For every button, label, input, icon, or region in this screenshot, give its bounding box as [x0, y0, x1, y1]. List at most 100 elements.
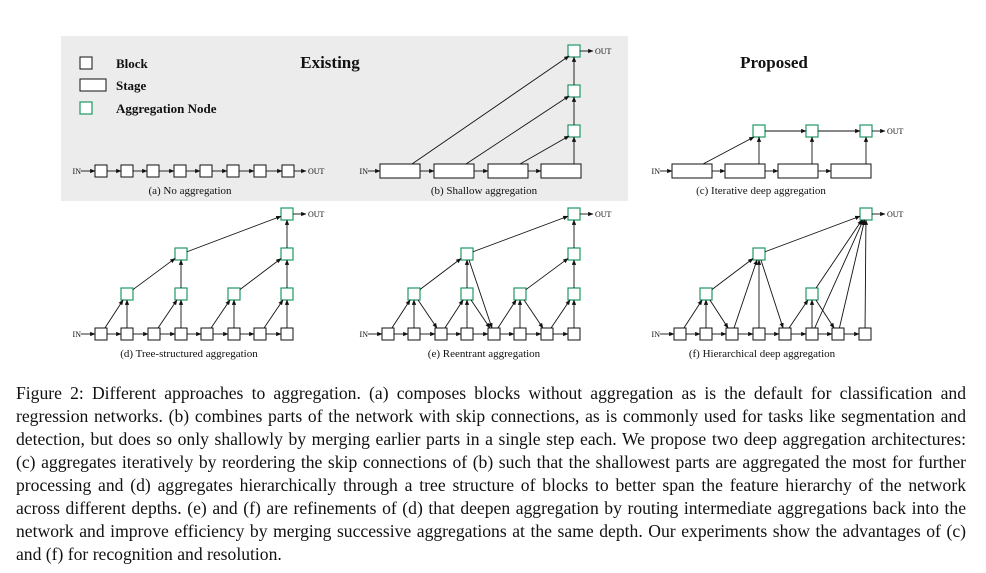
panel-a-block: [226, 164, 240, 178]
legend-block-swatch: [79, 56, 93, 70]
connection-arrow: [497, 299, 517, 329]
panel-f-aggregation-node: [752, 247, 766, 261]
panel-f-aggregation-node: [805, 287, 819, 301]
panel-e-aggregation-node: [513, 287, 527, 301]
connection-arrow: [472, 215, 569, 253]
panel-e-block: [540, 327, 554, 341]
panel-d-block: [200, 327, 214, 341]
output-label: OUT: [887, 127, 904, 136]
panel-a-block: [173, 164, 187, 178]
panel-d-aggregation-node: [280, 207, 294, 221]
panel-d-caption: (d) Tree-structured aggregation: [120, 348, 258, 360]
panel-a-block: [120, 164, 134, 178]
panel-f-block: [725, 327, 739, 341]
connection-arrow: [468, 259, 493, 329]
connection-arrow: [815, 219, 863, 289]
panel-c-aggregation-node: [752, 124, 766, 138]
panel-e-block: [407, 327, 421, 341]
connection-arrow: [702, 136, 755, 165]
panel-e-block: [460, 327, 474, 341]
panel-d-block: [174, 327, 188, 341]
connection-arrow: [709, 299, 729, 329]
connection-arrow: [391, 299, 411, 329]
legend-stage-label: Stage: [116, 78, 147, 93]
panel-d-aggregation-node: [174, 247, 188, 261]
connection-arrow: [417, 299, 438, 329]
panel-e-aggregation-node: [407, 287, 421, 301]
connection-arrow: [764, 215, 861, 253]
connection-arrow: [157, 299, 178, 329]
panel-e-block: [513, 327, 527, 341]
panel-a-block: [94, 164, 108, 178]
connection-arrow: [210, 299, 231, 329]
panel-b-aggregation-node: [567, 44, 581, 58]
legend-stage-swatch: [79, 78, 107, 92]
input-label: IN: [652, 167, 661, 176]
connection-arrow: [186, 215, 282, 253]
connection-arrow: [711, 258, 754, 290]
connection-arrow: [523, 299, 544, 329]
connection-arrow: [838, 219, 866, 329]
panel-a-caption: (a) No aggregation: [148, 185, 232, 197]
panel-b-stage: [540, 163, 582, 179]
connection-arrow: [132, 258, 176, 290]
panel-c-aggregation-node: [859, 124, 873, 138]
output-label: OUT: [595, 210, 612, 219]
panel-b-caption: (b) Shallow aggregation: [431, 185, 538, 197]
legend-aggregation-node-label: Aggregation Node: [116, 101, 217, 116]
connection-arrow: [411, 55, 570, 165]
panel-b-stage: [379, 163, 421, 179]
input-label: IN: [652, 330, 661, 339]
panel-d-aggregation-node: [227, 287, 241, 301]
panel-f-block: [778, 327, 792, 341]
panel-a-block: [199, 164, 213, 178]
panel-c-stage: [724, 163, 766, 179]
connection-arrow: [104, 299, 124, 329]
connection-arrow: [863, 219, 869, 329]
figure-caption: Figure 2: Different approaches to aggreg…: [16, 383, 966, 564]
panel-b-stage: [487, 163, 529, 179]
panel-e-aggregation-node: [567, 287, 581, 301]
panel-e-block: [567, 327, 581, 341]
panel-f-block: [673, 327, 687, 341]
connection-arrow: [550, 299, 571, 329]
panel-d-aggregation-node: [280, 287, 294, 301]
connection-arrow: [525, 258, 569, 290]
connection-arrow: [788, 299, 809, 329]
connection-arrow: [815, 299, 835, 329]
panel-f-block: [805, 327, 819, 341]
connection-arrow: [814, 219, 864, 329]
aggregation-diagram-figure: Existing Proposed Block Stage Aggregatio…: [61, 36, 904, 360]
panel-c-stage: [777, 163, 819, 179]
panel-f-block: [858, 327, 872, 341]
connection-arrow: [465, 95, 570, 165]
panel-b-stage: [433, 163, 475, 179]
legend: Block Stage Aggregation Node: [79, 56, 217, 116]
header-existing: Existing: [300, 53, 360, 72]
panel-e-block: [434, 327, 448, 341]
output-label: OUT: [308, 167, 325, 176]
panel-b-aggregation-node: [567, 124, 581, 138]
legend-block-label: Block: [116, 56, 149, 71]
input-label: IN: [73, 167, 82, 176]
panel-a-block: [146, 164, 160, 178]
panel-d-block: [280, 327, 294, 341]
input-label: IN: [73, 330, 82, 339]
panel-d-block: [94, 327, 108, 341]
connection-arrow: [683, 299, 703, 329]
panel-b-aggregation-node: [567, 84, 581, 98]
output-label: OUT: [308, 210, 325, 219]
panel-f-block: [752, 327, 766, 341]
panel-e-caption: (e) Reentrant aggregation: [428, 348, 541, 360]
connection-arrow: [419, 258, 462, 290]
panel-e-aggregation-node: [460, 287, 474, 301]
panel-e-aggregation-node: [567, 247, 581, 261]
output-label: OUT: [887, 210, 904, 219]
panel-d-block: [147, 327, 161, 341]
panel-f-aggregation-node: [699, 287, 713, 301]
header-proposed: Proposed: [740, 53, 808, 72]
panel-f-block: [831, 327, 845, 341]
connection-arrow: [444, 299, 464, 329]
panel-c-aggregation-node: [805, 124, 819, 138]
panel-e-aggregation-node: [460, 247, 474, 261]
